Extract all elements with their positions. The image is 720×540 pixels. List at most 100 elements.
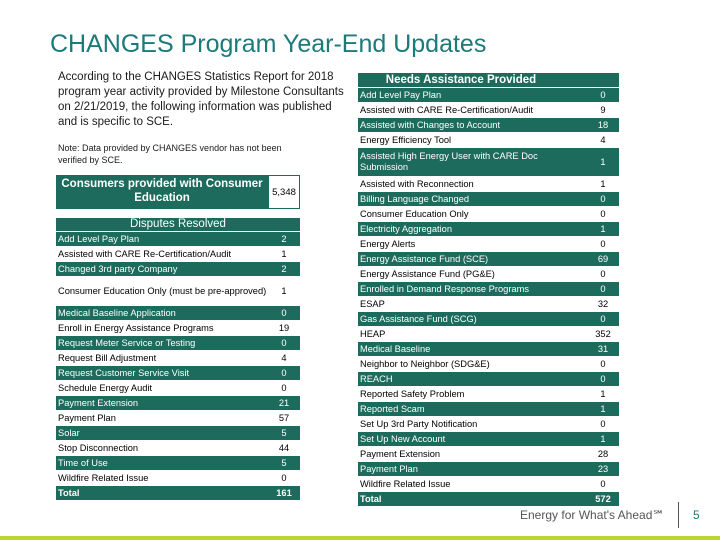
table-row: Assisted with CARE Re-Certification/Audi…	[56, 247, 300, 262]
table-row: Set Up New Account 1	[358, 432, 619, 447]
row-label: Consumer Education Only (must be pre-app…	[58, 285, 267, 296]
table-row: HEAP 352	[358, 327, 619, 342]
total-row: Total 161	[56, 486, 300, 501]
needs-heading: Needs Assistance Provided	[358, 73, 619, 87]
row-value: 0	[600, 239, 606, 249]
consumers-education-label: Consumers provided with Consumer Educati…	[61, 178, 263, 204]
row-value: 32	[597, 299, 609, 309]
row-value: 5	[281, 428, 287, 438]
consumers-education-box: Consumers provided with Consumer Educati…	[56, 175, 300, 209]
row-label: Add Level Pay Plan	[58, 233, 140, 244]
row-value: 4	[281, 353, 287, 363]
row-label: Payment Plan	[360, 463, 418, 474]
row-label: Payment Extension	[360, 448, 441, 459]
table-row: Assisted with Changes to Account 18	[358, 118, 619, 133]
footer-bar	[0, 536, 720, 540]
row-value: 2	[281, 234, 287, 244]
page-title: CHANGES Program Year-End Updates	[50, 30, 487, 58]
row-label: Solar	[58, 427, 80, 438]
row-label: Enrolled in Demand Response Programs	[360, 283, 529, 294]
table-row: Enrolled in Demand Response Programs 0	[358, 282, 619, 297]
row-value: 0	[600, 479, 606, 489]
row-value: 0	[600, 284, 606, 294]
table-row: Add Level Pay Plan 0	[358, 88, 619, 103]
table-row: Neighbor to Neighbor (SDG&E) 0	[358, 357, 619, 372]
row-label: Assisted with Changes to Account	[360, 119, 501, 130]
row-value: 57	[278, 413, 290, 423]
table-row: Reported Scam 1	[358, 402, 619, 417]
row-label: Billing Language Changed	[360, 193, 470, 204]
row-value: 1	[281, 249, 287, 259]
row-value: 0	[600, 209, 606, 219]
disputes-table: Add Level Pay Plan 2 Assisted with CARE Re…	[56, 232, 300, 501]
row-label: Energy Assistance Fund (PG&E)	[360, 268, 495, 279]
footer-divider	[678, 502, 679, 528]
row-value: 2	[281, 264, 287, 274]
row-label: Wildfire Related Issue	[360, 478, 451, 489]
row-label: HEAP	[360, 328, 386, 339]
table-row: Solar 5	[56, 426, 300, 441]
row-label: Payment Plan	[58, 412, 116, 423]
row-label: Medical Baseline	[360, 343, 431, 354]
row-label: Assisted with Reconnection	[360, 178, 474, 189]
row-value: 0	[600, 314, 606, 324]
row-value: 5	[281, 458, 287, 468]
needs-table: Add Level Pay Plan 0 Assisted with CARE Re…	[358, 88, 619, 507]
table-row: Changed 3rd party Company 2	[56, 262, 300, 277]
table-row: Payment Extension 21	[56, 396, 300, 411]
row-label: Add Level Pay Plan	[360, 89, 442, 100]
row-label: Request Meter Service or Testing	[58, 337, 196, 348]
row-value: 1	[281, 286, 287, 296]
total-label: Total	[360, 493, 382, 504]
row-value: 1	[600, 389, 606, 399]
table-row: Wildfire Related Issue 0	[56, 471, 300, 486]
data-note: Note: Data provided by CHANGES vendor ha…	[58, 143, 282, 165]
row-value: 44	[278, 443, 290, 453]
row-label: Gas Assistance Fund (SCG)	[360, 313, 477, 324]
table-row: Payment Plan 23	[358, 462, 619, 477]
row-value: 4	[600, 135, 606, 145]
table-row: Energy Assistance Fund (SCE) 69	[358, 252, 619, 267]
row-value: 21	[278, 398, 290, 408]
table-row: REACH 0	[358, 372, 619, 387]
table-row: Request Bill Adjustment 4	[56, 351, 300, 366]
row-label: Reported Scam	[360, 403, 425, 414]
row-value: 1	[600, 179, 606, 189]
table-row: Request Meter Service or Testing 0	[56, 336, 300, 351]
row-label: Enroll in Energy Assistance Programs	[58, 322, 214, 333]
table-row: Set Up 3rd Party Notification 0	[358, 417, 619, 432]
table-row: Assisted High Energy User with CARE Doc …	[358, 148, 619, 177]
table-row: Consumer Education Only 0	[358, 207, 619, 222]
row-value: 0	[281, 368, 287, 378]
table-row: Energy Assistance Fund (PG&E) 0	[358, 267, 619, 282]
total-value: 161	[276, 488, 292, 498]
row-value: 1	[600, 434, 606, 444]
needs-heading-text: Needs Assistance Provided	[385, 74, 537, 86]
row-value: 9	[600, 105, 606, 115]
footer-tagline: Energy for What's Ahead℠	[520, 508, 665, 522]
row-label: Assisted High Energy User with CARE Doc …	[360, 151, 538, 172]
table-row: Energy Alerts 0	[358, 237, 619, 252]
row-label: Medical Baseline Application	[58, 307, 176, 318]
table-row: Consumer Education Only (must be pre-app…	[56, 277, 300, 306]
row-label: Request Bill Adjustment	[58, 352, 157, 363]
table-row: Schedule Energy Audit 0	[56, 381, 300, 396]
row-value: 0	[281, 473, 287, 483]
total-value: 572	[595, 494, 611, 504]
table-row: Payment Extension 28	[358, 447, 619, 462]
row-label: Stop Disconnection	[58, 442, 139, 453]
row-value: 1	[600, 224, 606, 234]
row-value: 0	[281, 383, 287, 393]
table-row: Wildfire Related Issue 0	[358, 477, 619, 492]
table-row: Medical Baseline 31	[358, 342, 619, 357]
row-label: Consumer Education Only	[360, 208, 469, 219]
row-label: Assisted with CARE Re-Certification/Audi…	[58, 248, 232, 259]
row-label: Energy Efficiency Tool	[360, 134, 452, 145]
row-value: 0	[600, 269, 606, 279]
row-label: Changed 3rd party Company	[58, 263, 178, 274]
row-value: 0	[600, 419, 606, 429]
total-row: Total 572	[358, 492, 619, 507]
table-row: Energy Efficiency Tool 4	[358, 133, 619, 148]
row-value: 0	[281, 308, 287, 318]
table-row: Billing Language Changed 0	[358, 192, 619, 207]
